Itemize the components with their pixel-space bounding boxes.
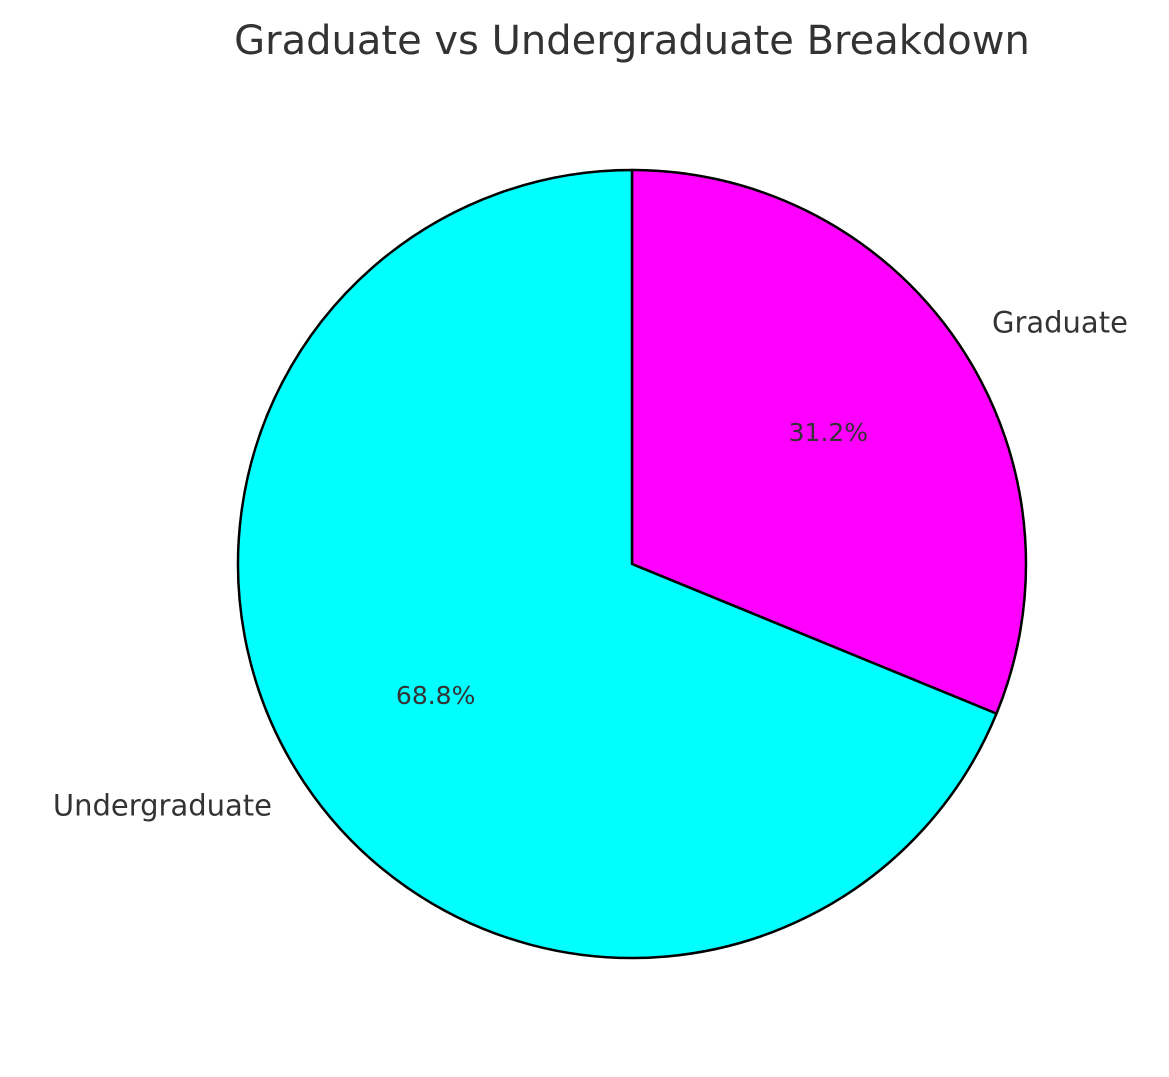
percent-label-undergraduate: 68.8% [396, 681, 475, 710]
slice-label-graduate: Graduate [992, 306, 1128, 340]
pie-slices [236, 168, 1028, 960]
percent-label-graduate: 31.2% [789, 418, 868, 447]
chart-title: Graduate vs Undergraduate Breakdown [234, 18, 1030, 64]
slice-label-undergraduate: Undergraduate [53, 788, 272, 822]
pie-labels: Graduate 31.2% Undergraduate 68.8% [53, 306, 1128, 823]
pie-slice-graduate [630, 168, 1028, 715]
pie-slice-undergraduate [236, 168, 998, 960]
